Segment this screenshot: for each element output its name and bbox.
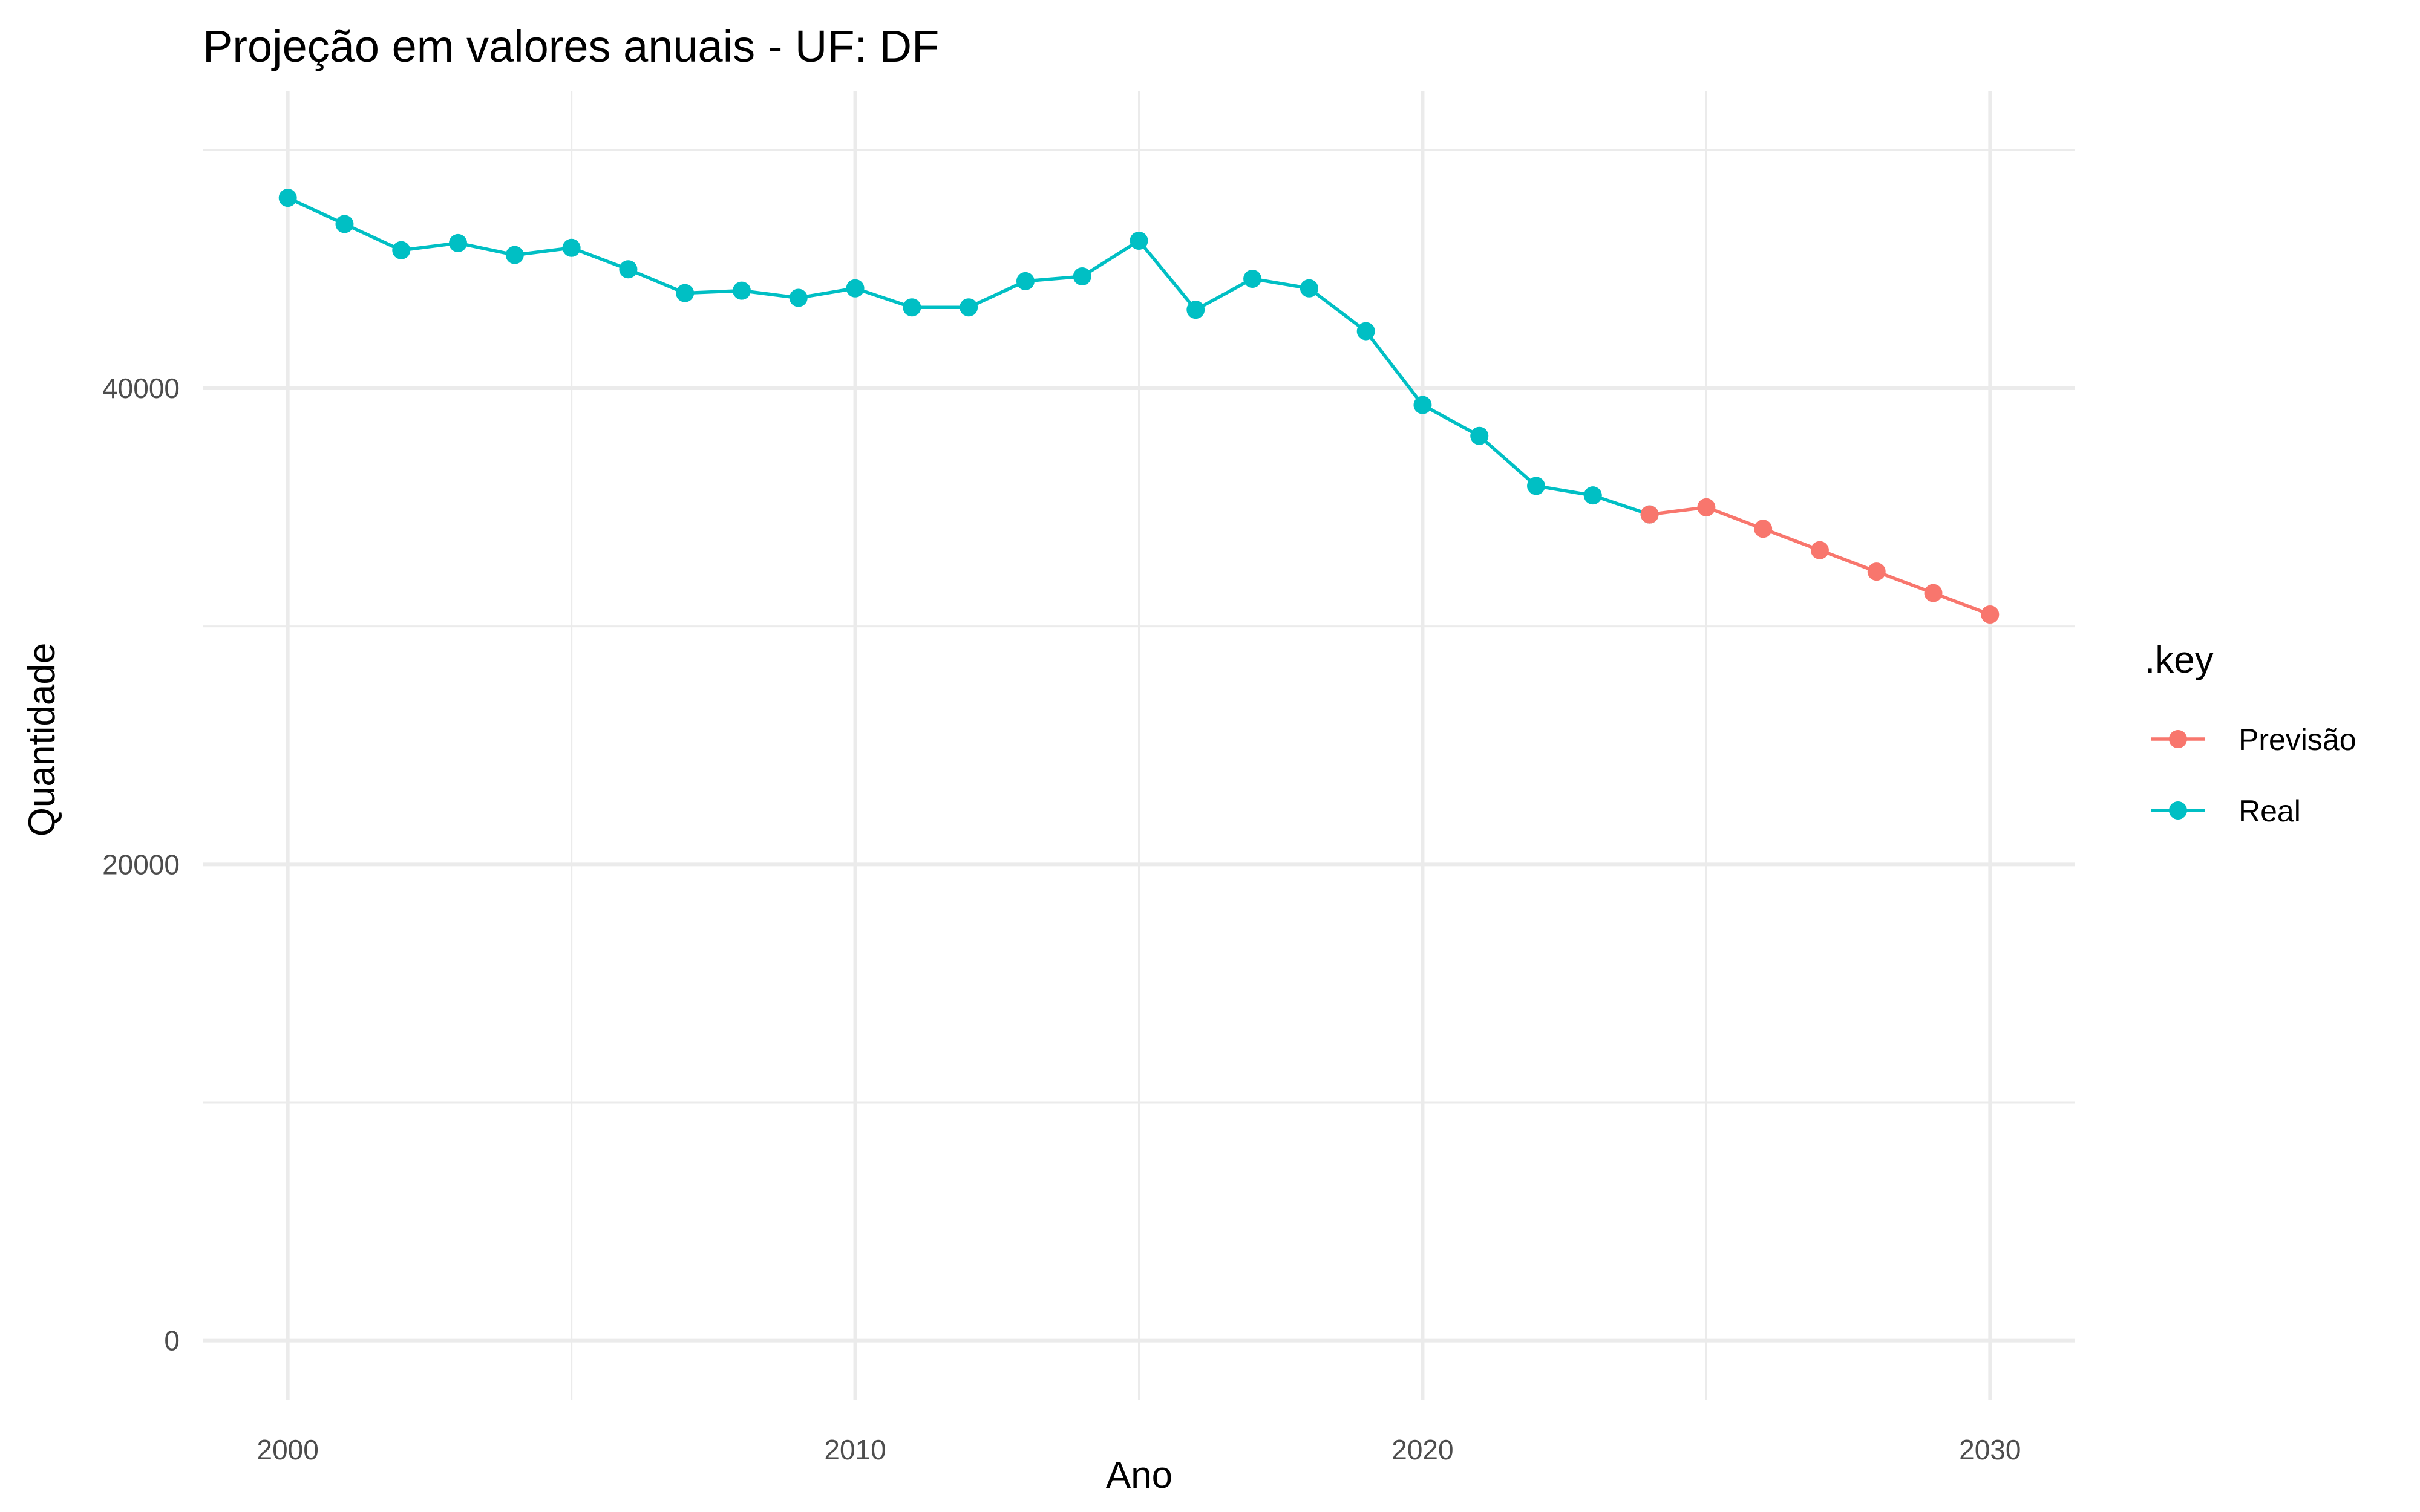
- legend-items: Previsão Real: [2151, 723, 2356, 828]
- data-point-real: [392, 241, 411, 259]
- x-tick-label: 2010: [824, 1434, 886, 1465]
- data-point-previsão: [1981, 605, 2000, 624]
- data-point-previsão: [1810, 541, 1829, 559]
- data-point-real: [1413, 396, 1432, 414]
- legend-label: Real: [2238, 794, 2301, 828]
- x-tick-label: 2000: [257, 1434, 319, 1465]
- data-point-real: [1527, 477, 1546, 495]
- data-point-previsão: [1924, 584, 1943, 602]
- data-point-real: [1073, 267, 1091, 286]
- legend-label: Previsão: [2238, 723, 2356, 757]
- major-gridlines: [203, 91, 2075, 1400]
- data-point-previsão: [1697, 498, 1716, 516]
- data-point-real: [846, 279, 865, 298]
- data-point-real: [278, 189, 297, 207]
- x-axis-title: Ano: [1106, 1455, 1172, 1496]
- data-point-real: [1470, 426, 1489, 445]
- y-tick-label: 0: [164, 1325, 180, 1357]
- data-point-real: [619, 260, 638, 279]
- data-point-real: [505, 246, 524, 264]
- data-point-real: [1300, 279, 1318, 298]
- data-point-real: [1583, 486, 1602, 505]
- series-line-real: [287, 196, 1650, 516]
- y-axis-ticks: 0 20000 40000: [102, 373, 180, 1357]
- x-tick-label: 2020: [1392, 1434, 1453, 1465]
- y-tick-label: 40000: [102, 373, 180, 404]
- legend-key-point: [2169, 801, 2187, 820]
- series-points: [278, 189, 2000, 624]
- legend-title: .key: [2145, 639, 2214, 681]
- data-point-previsão: [1640, 505, 1659, 524]
- x-axis-ticks: 2000 2010 2020 2030: [257, 1434, 2021, 1465]
- data-point-real: [903, 298, 921, 317]
- data-point-real: [1243, 269, 1262, 288]
- data-point-real: [732, 281, 751, 300]
- data-point-real: [960, 298, 978, 317]
- data-point-real: [1016, 272, 1035, 290]
- minor-gridlines: [203, 91, 2075, 1400]
- legend-key-point: [2169, 730, 2187, 748]
- chart-title: Projeção em valores anuais - UF: DF: [203, 21, 939, 71]
- data-point-real: [1356, 322, 1375, 341]
- legend: .key Previsão Real: [2145, 639, 2356, 828]
- data-point-real: [1130, 231, 1148, 250]
- y-tick-label: 20000: [102, 849, 180, 880]
- data-point-real: [1186, 301, 1205, 319]
- x-tick-label: 2030: [1959, 1434, 2021, 1465]
- data-point-real: [562, 238, 581, 257]
- data-point-previsão: [1754, 520, 1773, 538]
- y-axis-title: Quantidade: [21, 643, 63, 837]
- data-point-previsão: [1867, 562, 1886, 581]
- data-point-real: [789, 288, 808, 307]
- data-point-real: [335, 215, 354, 233]
- data-point-real: [676, 284, 695, 302]
- data-point-real: [449, 233, 468, 252]
